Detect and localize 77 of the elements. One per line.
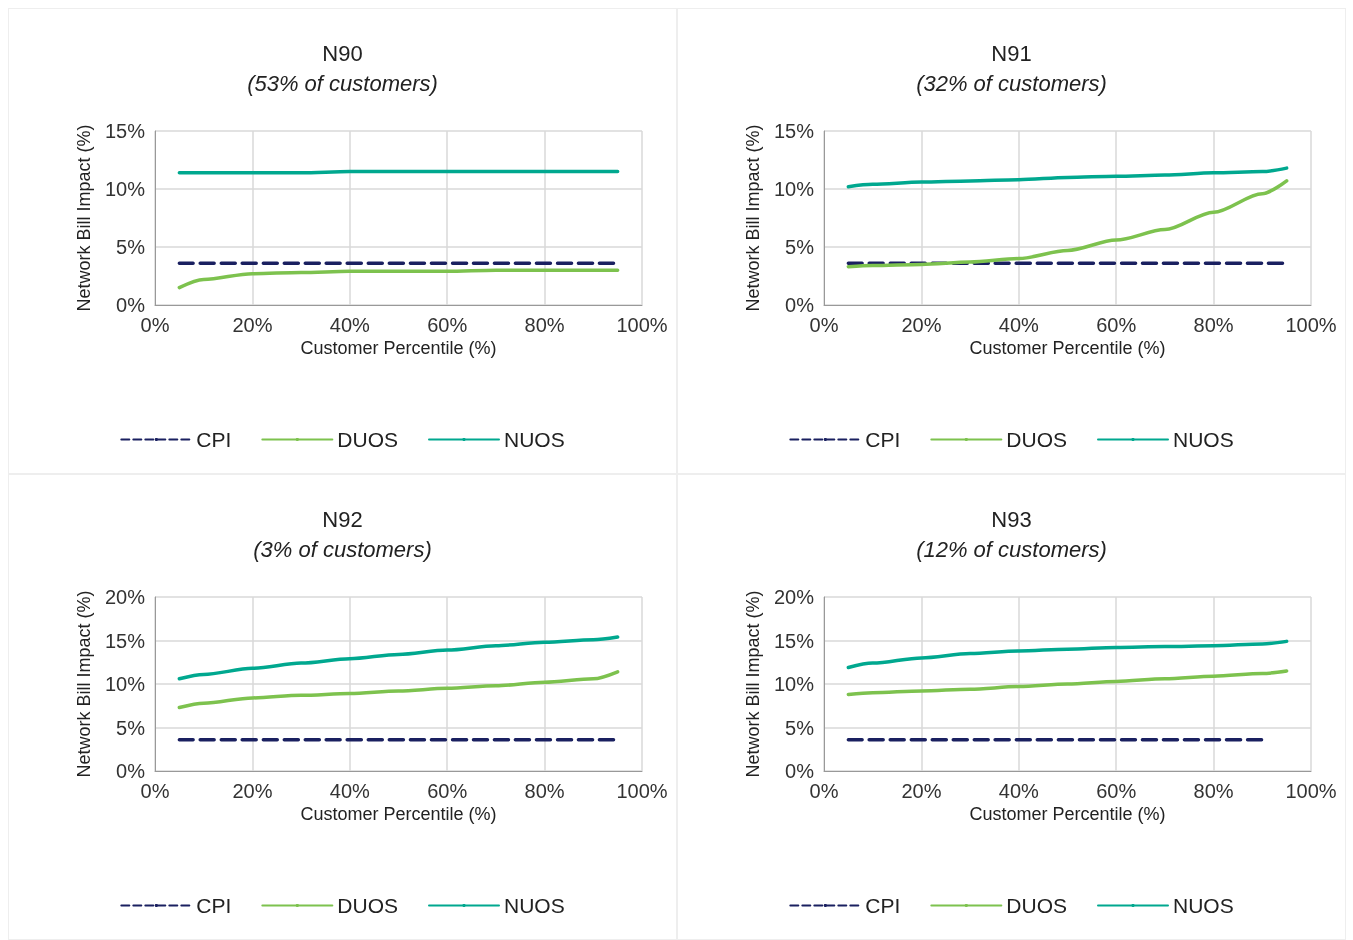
y-tick-label: 20% <box>773 586 815 608</box>
y-tick-label: 15% <box>104 120 146 142</box>
x-tick-label: 0% <box>140 780 170 802</box>
chart-subtitle: (12% of customers) <box>916 536 1107 562</box>
x-tick-label: 80% <box>524 314 565 336</box>
x-tick-label: 0% <box>140 314 170 336</box>
y-tick-label: 15% <box>773 120 815 142</box>
x-tick-label: 80% <box>1193 314 1234 336</box>
chart-title: N91 <box>991 40 1032 66</box>
line-series <box>177 670 620 710</box>
x-tick-label: 60% <box>427 314 468 336</box>
y-tick-label: 10% <box>104 178 146 200</box>
legend-label: DUOS <box>337 894 399 917</box>
y-axis-title: Network Bill Impact (%) <box>74 124 94 312</box>
legend-label: CPI <box>196 428 232 451</box>
y-tick-label: 15% <box>104 629 146 652</box>
x-tick-label: 20% <box>901 314 942 336</box>
line-series <box>846 639 1289 670</box>
y-tick-label: 5% <box>116 236 146 258</box>
y-tick-label: 0% <box>116 760 146 782</box>
y-tick-label: 0% <box>785 294 815 316</box>
y-tick-label: 10% <box>773 673 815 695</box>
legend-label: CPI <box>865 428 901 451</box>
x-tick-label: 0% <box>809 314 839 336</box>
legend-label: DUOS <box>337 428 399 451</box>
x-tick-label: 40% <box>329 780 371 802</box>
y-tick-label: 15% <box>773 629 815 652</box>
line-series <box>846 669 1289 697</box>
x-tick-label: 20% <box>232 314 273 336</box>
x-tick-label: 20% <box>901 780 942 802</box>
legend-label: CPI <box>865 894 901 917</box>
chart-title: N92 <box>322 506 363 532</box>
legend-label: CPI <box>196 894 232 917</box>
x-tick-label: 40% <box>329 314 371 336</box>
y-tick-label: 10% <box>773 178 815 200</box>
y-tick-label: 0% <box>116 294 146 316</box>
legend-label: NUOS <box>504 428 565 451</box>
y-tick-label: 5% <box>785 716 815 739</box>
chart-title: N90 <box>322 40 363 66</box>
y-axis-title: Network Bill Impact (%) <box>74 590 94 778</box>
x-tick-label: 100% <box>616 314 668 336</box>
x-tick-label: 20% <box>232 780 273 802</box>
y-axis-title: Network Bill Impact (%) <box>743 590 763 778</box>
y-tick-label: 20% <box>104 586 146 608</box>
legend-label: NUOS <box>504 894 565 917</box>
x-tick-label: 100% <box>616 780 668 802</box>
y-axis-title: Network Bill Impact (%) <box>743 124 763 312</box>
x-axis-title: Customer Percentile (%) <box>969 804 1166 824</box>
chart-subtitle: (53% of customers) <box>247 70 438 96</box>
chart-subtitle: (32% of customers) <box>916 70 1107 96</box>
line-series <box>177 268 620 290</box>
y-tick-label: 5% <box>116 716 146 739</box>
x-tick-label: 60% <box>427 780 468 802</box>
y-tick-label: 5% <box>785 236 815 258</box>
legend-label: DUOS <box>1006 894 1068 917</box>
x-axis-title: Customer Percentile (%) <box>969 338 1166 358</box>
x-tick-label: 0% <box>809 780 839 802</box>
x-tick-label: 40% <box>998 314 1040 336</box>
x-axis-title: Customer Percentile (%) <box>300 338 497 358</box>
legend-label: DUOS <box>1006 428 1068 451</box>
line-series <box>846 179 1289 269</box>
x-tick-label: 80% <box>1193 780 1234 802</box>
line-series <box>846 166 1289 189</box>
legend-label: NUOS <box>1173 894 1234 917</box>
y-tick-label: 0% <box>785 760 815 782</box>
x-tick-label: 40% <box>998 780 1040 802</box>
x-tick-label: 100% <box>1285 314 1337 336</box>
x-tick-label: 60% <box>1096 780 1137 802</box>
chart-title: N93 <box>991 506 1032 532</box>
y-tick-label: 10% <box>104 673 146 695</box>
line-series <box>177 635 620 681</box>
x-axis-title: Customer Percentile (%) <box>300 804 497 824</box>
x-tick-label: 100% <box>1285 780 1337 802</box>
x-tick-label: 60% <box>1096 314 1137 336</box>
x-tick-label: 80% <box>524 780 565 802</box>
legend-label: NUOS <box>1173 428 1234 451</box>
chart-subtitle: (3% of customers) <box>253 536 432 562</box>
